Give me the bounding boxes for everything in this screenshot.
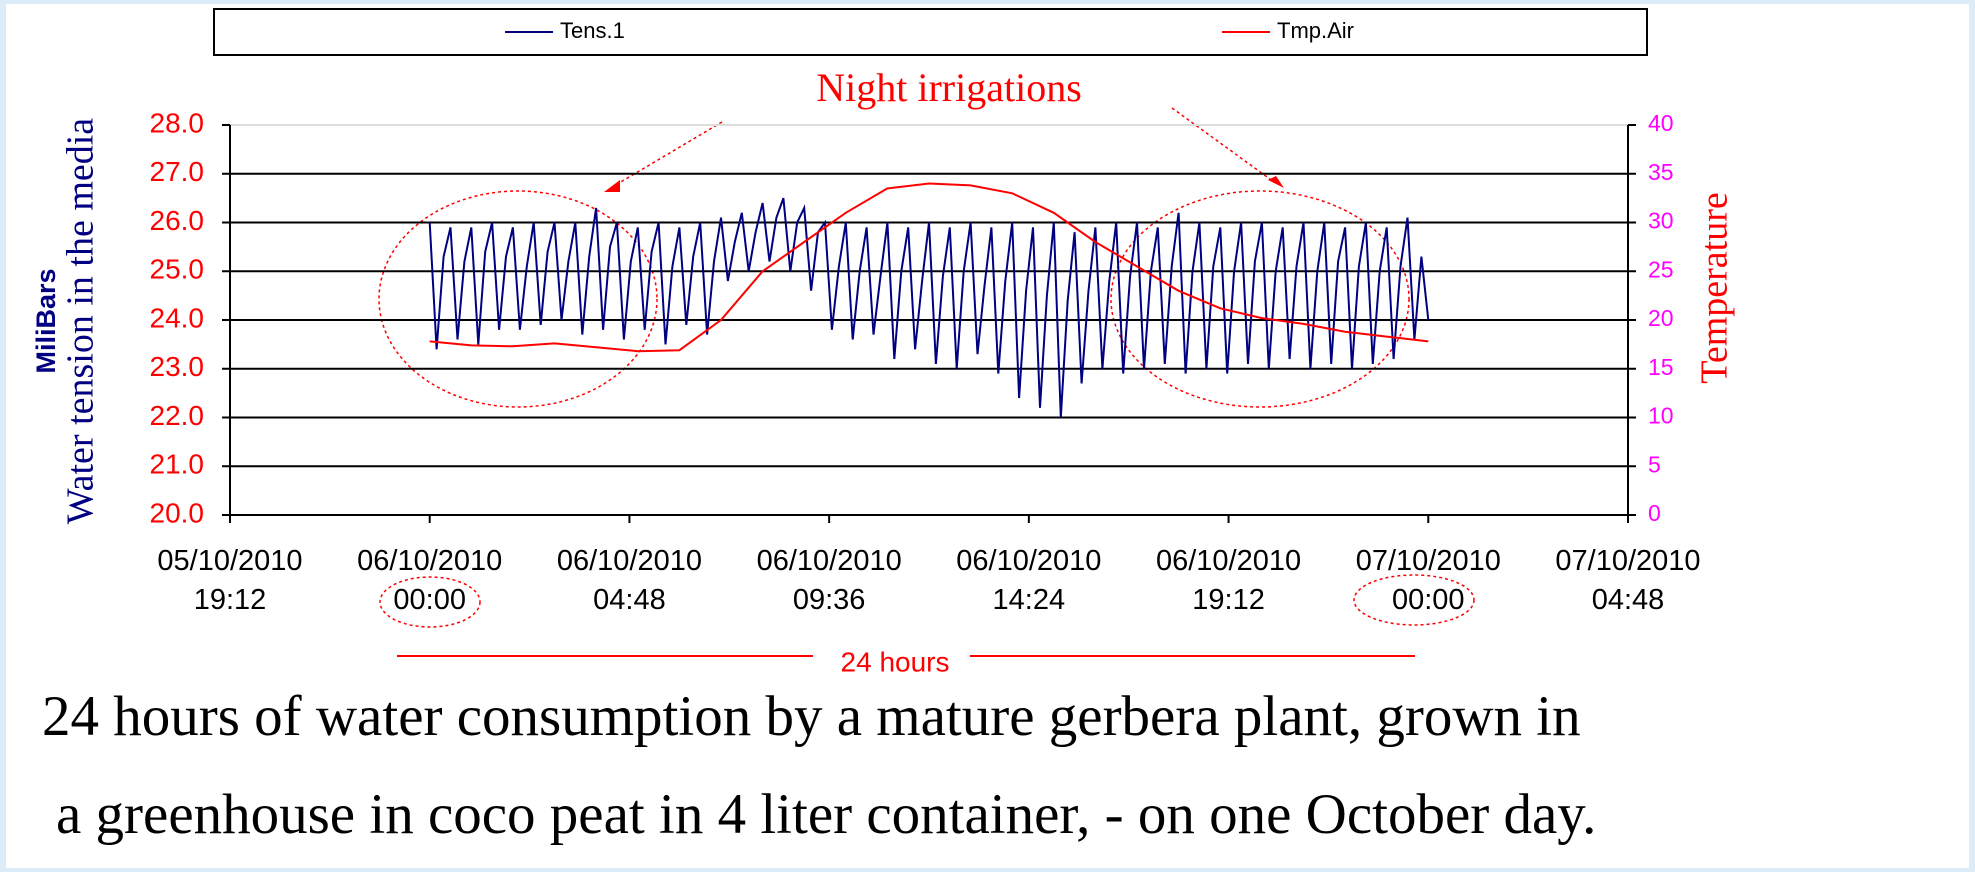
span-label: 24 hours (841, 646, 950, 677)
y2-tick-label: 25 (1648, 256, 1674, 282)
y-tick-label: 22.0 (150, 400, 205, 431)
y-tick-label: 28.0 (150, 107, 205, 138)
y2-tick-label: 10 (1648, 403, 1674, 429)
ellipse (379, 576, 481, 628)
y2-tick-label: 0 (1648, 500, 1661, 526)
legend-box (213, 8, 1648, 56)
x-tick-label: 05/10/2010 19:12 (157, 545, 303, 616)
arrow-head (604, 180, 620, 192)
x-tick-label: 06/10/2010 09:36 (756, 545, 902, 616)
caption: a greenhouse in coco peat in 4 liter con… (56, 783, 1597, 846)
caption: 24 hours of water consumption by a matur… (42, 685, 1581, 748)
y-tick-label: 24.0 (150, 302, 205, 333)
y-tick-label: 23.0 (150, 351, 205, 382)
y2-axis-title: Temperature (1694, 192, 1736, 383)
y2-tick-label: 35 (1648, 159, 1674, 185)
y2-tick-label: 30 (1648, 208, 1674, 234)
x-tick-label: 07/10/2010 04:48 (1555, 545, 1701, 616)
y2-tick-label: 5 (1648, 451, 1661, 477)
arrow-head (1268, 176, 1284, 188)
legend-label: Tmp.Air (1277, 18, 1354, 43)
line-series (429, 182, 1429, 353)
x-tick-label: 06/10/2010 00:00 (357, 545, 503, 616)
y-tick-label: 27.0 (150, 156, 205, 187)
y2-tick-label: 40 (1648, 110, 1674, 136)
y-tick-label: 26.0 (150, 205, 205, 236)
x-tick-label: 06/10/2010 04:48 (556, 545, 702, 616)
annotation-marks (378, 107, 1475, 628)
arrow (613, 121, 723, 187)
x-tick-label: 06/10/2010 14:24 (956, 545, 1102, 616)
ellipse (378, 190, 658, 408)
y-unit: MiliBars (31, 268, 61, 373)
annotation: Night irrigations (816, 65, 1082, 110)
ellipse (1110, 190, 1410, 408)
y-tick-label: 21.0 (150, 449, 205, 480)
y2-tick-label: 15 (1648, 354, 1674, 380)
x-tick-label: 07/10/2010 00:00 (1355, 545, 1501, 616)
frame (6, 4, 1969, 868)
y-tick-label: 25.0 (150, 254, 205, 285)
legend-label: Tens.1 (560, 18, 625, 43)
line-series (428, 197, 1430, 418)
y-tick-label: 20.0 (150, 497, 205, 528)
arrow (1171, 107, 1275, 183)
x-tick-label: 06/10/2010 19:12 (1155, 545, 1302, 616)
y2-tick-label: 20 (1648, 305, 1674, 331)
y-axis-title: Water tension in the media (60, 118, 102, 525)
ellipse (1353, 574, 1475, 626)
